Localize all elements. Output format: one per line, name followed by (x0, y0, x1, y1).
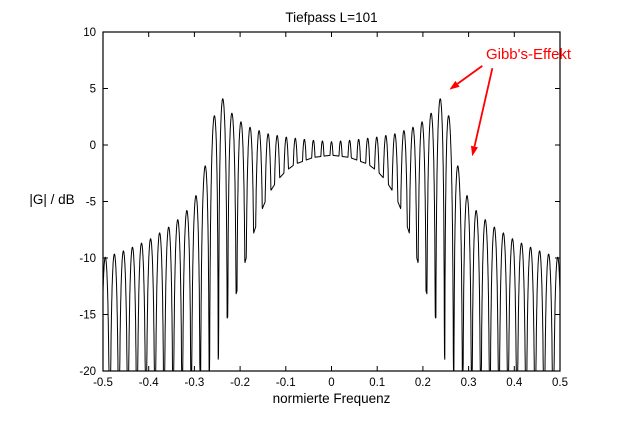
chart-title: Tiefpass L=101 (285, 10, 378, 25)
gibbs-effect-annotation: Gibb's-Effekt (485, 45, 572, 63)
x-tick-label: 0.5 (552, 377, 568, 389)
axis-tick-labels: -0.5 -0.4 -0.3 -0.2 -0.1 0 0.1 0.2 0.3 0.4 0.5 -20 -… (79, 27, 568, 389)
y-tick-label: 10 (83, 27, 96, 39)
x-tick-label: -0.2 (230, 377, 250, 389)
annotation-arrowhead (449, 80, 460, 90)
x-tick-label: 0.1 (369, 377, 385, 389)
x-tick-label: 0.4 (506, 377, 523, 389)
magnitude-response-curve (102, 98, 561, 372)
gibbs-effect-arrows (449, 65, 494, 157)
axis-ticks (102, 31, 561, 372)
y-tick-label: -10 (79, 253, 96, 265)
x-tick-label: 0.3 (461, 377, 477, 389)
y-tick-label: 0 (90, 140, 96, 152)
y-tick-label: -5 (86, 197, 96, 209)
x-tick-label: -0.4 (139, 377, 159, 389)
x-tick-label: -0.3 (184, 377, 204, 389)
x-axis-label: normierte Frequenz (272, 391, 391, 406)
x-tick-label: -0.5 (93, 377, 113, 389)
axes-box (102, 31, 561, 372)
y-tick-label: -20 (79, 366, 96, 378)
annotation-arrow-line (456, 65, 483, 85)
y-tick-label: -15 (79, 310, 96, 322)
x-tick-label: 0 (328, 377, 334, 389)
annotation-arrow-line (473, 67, 494, 147)
annotation-arrowhead (470, 145, 478, 157)
x-tick-label: 0.2 (415, 377, 431, 389)
x-tick-label: -0.1 (276, 377, 296, 389)
y-axis-label: |G| / dB (29, 192, 75, 207)
y-tick-label: 5 (90, 84, 96, 96)
